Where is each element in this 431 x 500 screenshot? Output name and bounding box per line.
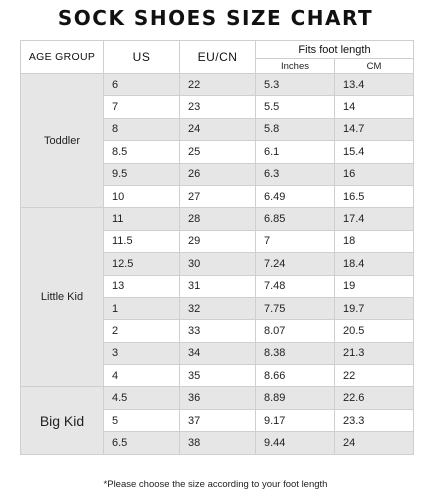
eu-cn-size-cell: 35 <box>179 364 256 388</box>
eu-cn-size-cell: 30 <box>179 252 256 276</box>
us-size-cell: 8 <box>103 117 180 142</box>
us-size-cell: 6 <box>103 72 180 97</box>
inches-cell: 8.38 <box>255 341 335 366</box>
eu-cn-size-cell: 25 <box>179 140 256 164</box>
cm-cell: 13.4 <box>334 72 414 97</box>
us-size-cell: 10 <box>103 184 180 209</box>
eu-cn-size-cell: 27 <box>179 184 256 209</box>
us-size-cell: 11 <box>103 207 180 231</box>
fits-foot-length-header: Fits foot length <box>255 40 414 59</box>
inches-cell: 8.07 <box>255 319 335 343</box>
eu-cn-size-cell: 33 <box>179 319 256 343</box>
eu-cn-size-cell: 22 <box>179 72 256 97</box>
eu-cn-size-cell: 24 <box>179 117 256 142</box>
age-group-cell: Big Kid <box>20 386 104 455</box>
cm-cell: 14.7 <box>334 117 414 142</box>
cm-cell: 17.4 <box>334 207 414 231</box>
cm-cell: 19 <box>334 274 414 298</box>
cm-cell: 22.6 <box>334 386 414 410</box>
inches-cell: 5.8 <box>255 117 335 142</box>
table-row: 6.5 38 9.44 24 <box>21 431 414 455</box>
eu-cn-size-cell: 29 <box>179 229 256 254</box>
age-group-cell: Toddler <box>20 72 104 209</box>
cm-cell: 23.3 <box>334 408 414 433</box>
us-size-cell: 6.5 <box>103 431 180 455</box>
eu-cn-size-cell: 28 <box>179 207 256 231</box>
table-row: 9.5 26 6.3 16 <box>21 162 414 186</box>
cm-cell: 16 <box>334 162 414 186</box>
table-row: 12.5 30 7.24 18.4 <box>21 252 414 276</box>
inches-cell: 5.3 <box>255 72 335 97</box>
cm-cell: 15.4 <box>334 140 414 164</box>
cm-header: CM <box>334 58 414 74</box>
table-row: 4 35 8.66 22 <box>21 364 414 388</box>
cm-cell: 20.5 <box>334 319 414 343</box>
us-size-cell: 7 <box>103 95 180 119</box>
inches-cell: 7 <box>255 229 335 254</box>
table-row: Toddler 6 22 5.3 13.4 <box>20 72 414 209</box>
eu-cn-size-header: EU/CN <box>179 40 256 74</box>
cm-cell: 18.4 <box>334 252 414 276</box>
table-row: 2 33 8.07 20.5 <box>21 319 414 343</box>
eu-cn-size-cell: 37 <box>179 408 256 433</box>
cm-cell: 24 <box>334 431 414 455</box>
size-chart-table: AGE GROUP US EU/CN Fits foot length Inch… <box>20 40 414 455</box>
table-row: 8 24 5.8 14.7 <box>21 117 414 142</box>
inches-cell: 8.89 <box>255 386 335 410</box>
size-note: *Please choose the size according to you… <box>103 479 328 490</box>
cm-cell: 21.3 <box>334 341 414 366</box>
table-row: Little Kid 11 28 6.85 17.4 <box>20 207 414 388</box>
us-size-cell: 8.5 <box>103 140 180 164</box>
eu-cn-size-cell: 32 <box>179 296 256 321</box>
cm-cell: 14 <box>334 95 414 119</box>
us-size-cell: 5 <box>103 408 180 433</box>
inches-cell: 7.24 <box>255 252 335 276</box>
us-size-cell: 1 <box>103 296 180 321</box>
eu-cn-size-cell: 38 <box>179 431 256 455</box>
inches-header: Inches <box>255 58 335 74</box>
us-size-cell: 13 <box>103 274 180 298</box>
inches-cell: 6.1 <box>255 140 335 164</box>
inches-cell: 7.75 <box>255 296 335 321</box>
table-row: 3 34 8.38 21.3 <box>21 341 414 366</box>
inches-cell: 6.3 <box>255 162 335 186</box>
eu-cn-size-cell: 23 <box>179 95 256 119</box>
eu-cn-size-cell: 36 <box>179 386 256 410</box>
inches-cell: 8.66 <box>255 364 335 388</box>
age-group-header: AGE GROUP <box>20 40 104 74</box>
table-row: 13 31 7.48 19 <box>21 274 414 298</box>
us-size-cell: 3 <box>103 341 180 366</box>
eu-cn-size-cell: 34 <box>179 341 256 366</box>
cm-cell: 22 <box>334 364 414 388</box>
inches-cell: 6.85 <box>255 207 335 231</box>
us-size-cell: 11.5 <box>103 229 180 254</box>
us-size-cell: 9.5 <box>103 162 180 186</box>
inches-cell: 6.49 <box>255 184 335 209</box>
table-row: 5 37 9.17 23.3 <box>21 408 414 433</box>
chart-title: SOCK SHOES SIZE CHART <box>57 6 374 30</box>
size-chart-body: Toddler 6 22 5.3 13.4 7 23 5.5 14 8 24 5.8 14.7 8.5 25… <box>20 72 414 455</box>
inches-cell: 9.17 <box>255 408 335 433</box>
cm-cell: 18 <box>334 229 414 254</box>
us-size-cell: 4.5 <box>103 386 180 410</box>
table-row: 10 27 6.49 16.5 <box>21 184 414 209</box>
inches-cell: 5.5 <box>255 95 335 119</box>
table-row: Big Kid 4.5 36 8.89 22.6 <box>20 386 414 455</box>
us-size-cell: 2 <box>103 319 180 343</box>
inches-cell: 9.44 <box>255 431 335 455</box>
table-row: 1 32 7.75 19.7 <box>21 296 414 321</box>
age-group-cell: Little Kid <box>20 207 104 388</box>
inches-cell: 7.48 <box>255 274 335 298</box>
us-size-header: US <box>103 40 180 74</box>
cm-cell: 16.5 <box>334 184 414 209</box>
cm-cell: 19.7 <box>334 296 414 321</box>
eu-cn-size-cell: 26 <box>179 162 256 186</box>
eu-cn-size-cell: 31 <box>179 274 256 298</box>
us-size-cell: 4 <box>103 364 180 388</box>
us-size-cell: 12.5 <box>103 252 180 276</box>
